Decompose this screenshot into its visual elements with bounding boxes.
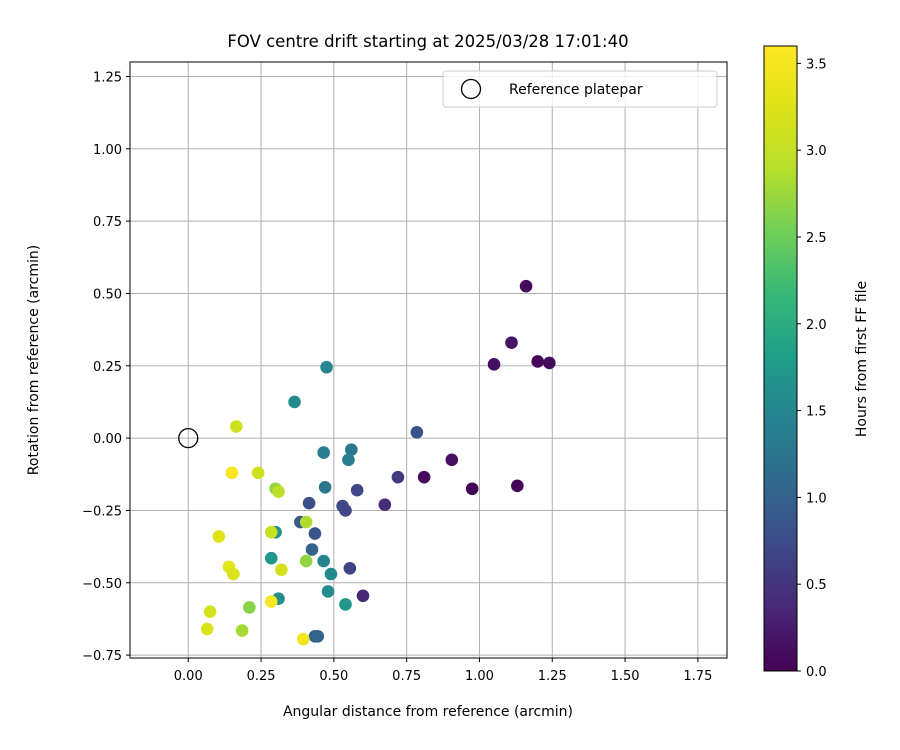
colorbar-tick-label: 0.5 [806, 578, 827, 593]
legend-marker [460, 78, 482, 100]
x-tick-label: 1.75 [683, 669, 712, 684]
data-point [305, 543, 319, 556]
data-point [378, 498, 392, 511]
colorbar-tick-label: 3.0 [806, 144, 827, 159]
x-tick-label: 1.50 [611, 669, 640, 684]
colorbar-gradient [763, 45, 798, 672]
legend-entry-reference: Reference platepar [509, 82, 643, 98]
y-tick-label: −0.25 [82, 504, 122, 519]
data-point [324, 567, 338, 581]
y-tick-label: 0.75 [93, 215, 122, 230]
data-point [350, 483, 364, 497]
colorbar-ticks: 0.0 0.5 1.0 1.5 2.0 2.5 3.0 3.5 [797, 57, 827, 680]
y-tick-label: 0.25 [93, 360, 122, 375]
data-point [302, 496, 316, 510]
data-point [320, 360, 333, 374]
colorbar-tick-label: 2.0 [806, 318, 827, 333]
y-tick-label: −0.75 [82, 649, 122, 664]
data-point [391, 470, 405, 484]
data-point [264, 525, 278, 539]
reference-marker [178, 427, 199, 449]
data-point [225, 466, 239, 480]
data-point [531, 355, 545, 368]
scatter-points [200, 279, 556, 646]
data-point [264, 551, 278, 565]
data-point [200, 622, 214, 636]
chart-title: FOV centre drift starting at 2025/03/28 … [227, 32, 628, 51]
data-point [343, 562, 357, 575]
data-point [318, 481, 332, 494]
x-axis-ticks: 0.00 0.25 0.50 0.75 1.00 1.25 1.50 1.75 [174, 658, 712, 684]
data-point [321, 585, 335, 598]
plot-area [130, 62, 727, 658]
data-point [465, 482, 479, 496]
data-point [235, 624, 249, 637]
data-point [519, 279, 533, 293]
data-point [275, 563, 288, 577]
legend-box [442, 70, 718, 108]
data-point [243, 601, 256, 614]
data-point [288, 395, 301, 409]
data-point [212, 530, 226, 543]
y-tick-label: −0.50 [82, 577, 122, 592]
data-point [345, 443, 358, 456]
data-point [272, 485, 285, 498]
y-tick-label: 1.00 [93, 143, 122, 158]
data-point [339, 598, 352, 611]
y-tick-label: 0.00 [93, 432, 122, 447]
x-tick-label: 0.75 [392, 669, 421, 684]
y-axis-label: Rotation from reference (arcmin) [26, 245, 42, 475]
data-point [445, 453, 459, 467]
data-point [317, 446, 330, 459]
colorbar-tick-label: 3.5 [806, 57, 827, 72]
data-point [227, 567, 240, 581]
y-tick-label: 0.50 [93, 287, 122, 302]
x-tick-label: 0.00 [174, 669, 203, 684]
colorbar-tick-label: 0.0 [806, 665, 827, 680]
legend: Reference platepar [442, 70, 718, 108]
colorbar-tick-label: 2.5 [806, 231, 827, 246]
colorbar-tick-label: 1.5 [806, 405, 827, 420]
data-point [543, 356, 556, 370]
data-point [487, 358, 501, 371]
data-point [299, 515, 313, 529]
data-point [299, 554, 313, 568]
y-axis-ticks: −0.75 −0.50 −0.25 0.00 0.25 0.50 0.75 1.00 1.25 [82, 70, 130, 664]
data-point [308, 527, 322, 540]
data-point [505, 336, 518, 349]
plot-frame [129, 61, 728, 659]
colorbar-label: Hours from first FF file [854, 281, 870, 437]
data-point [511, 479, 524, 493]
data-point [296, 632, 310, 646]
x-tick-label: 0.50 [319, 669, 348, 684]
colorbar-tick-label: 1.0 [806, 491, 827, 506]
data-point [203, 605, 217, 619]
data-point [417, 470, 431, 484]
data-point [264, 595, 278, 608]
data-point [339, 504, 352, 517]
x-tick-label: 1.00 [465, 669, 494, 684]
data-point [356, 589, 370, 603]
x-axis-label: Angular distance from reference (arcmin) [283, 704, 573, 720]
data-point [251, 466, 265, 480]
y-tick-label: 1.25 [93, 70, 122, 85]
data-point [311, 630, 325, 643]
data-point [342, 453, 355, 467]
colorbar: 0.0 0.5 1.0 1.5 2.0 2.5 3.0 3.5 Hours from firs… [763, 45, 870, 680]
data-point [410, 426, 424, 439]
data-point [229, 420, 243, 433]
x-tick-label: 1.25 [538, 669, 567, 684]
x-tick-label: 0.25 [247, 669, 276, 684]
data-point [317, 554, 330, 568]
